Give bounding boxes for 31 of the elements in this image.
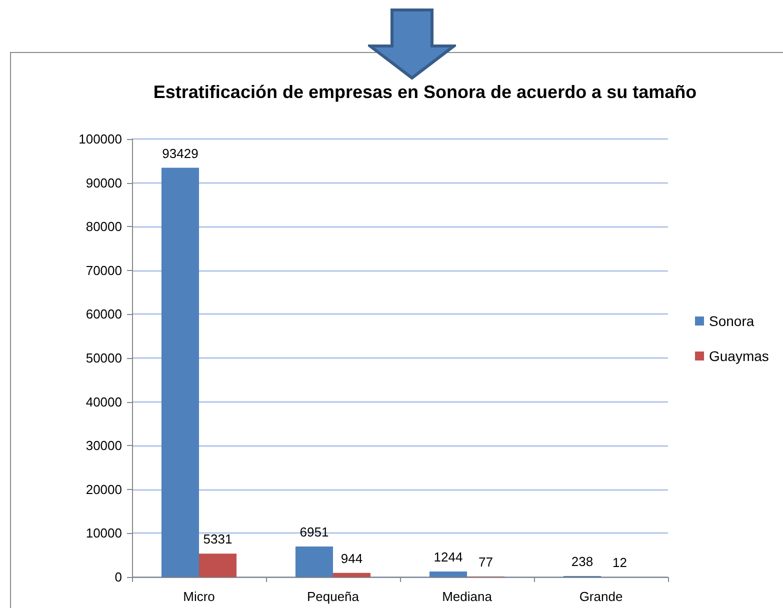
data-label: 77 [478, 554, 493, 570]
y-tick-label: 0 [114, 570, 122, 584]
data-label: 1244 [434, 550, 463, 565]
y-tick-label: 10000 [86, 526, 122, 541]
data-label: 6951 [300, 524, 329, 540]
data-label: 944 [340, 550, 363, 566]
x-tick-label: Mediana [442, 589, 493, 604]
y-tick-label: 80000 [86, 219, 122, 234]
data-label: 238 [571, 554, 594, 569]
x-tick-label: Grande [579, 589, 623, 604]
bar [199, 554, 237, 577]
bar [161, 168, 199, 577]
chart-title: Estratificación de empresas en Sonora de acuerdo a su tamaño [153, 82, 697, 102]
y-tick-label: 60000 [86, 306, 122, 322]
y-tick-label: 50000 [86, 350, 122, 366]
bar [429, 572, 467, 577]
y-tick-label: 100000 [78, 132, 122, 146]
bar [295, 546, 333, 577]
bar [333, 572, 371, 577]
y-tick-label: 30000 [86, 438, 122, 454]
y-tick-label: 90000 [86, 175, 122, 190]
data-label: 12 [612, 554, 627, 570]
y-tick-label: 40000 [86, 394, 122, 410]
data-label: 93429 [162, 146, 198, 161]
legend-label: Sonora [709, 313, 754, 329]
legend-label: Guaymas [709, 348, 769, 364]
data-label: 5331 [203, 532, 232, 547]
x-tick-label: Micro [183, 589, 215, 604]
y-tick-label: 20000 [86, 482, 122, 497]
y-tick-label: 70000 [86, 262, 122, 278]
x-tick-label: Pequeña [306, 589, 360, 604]
